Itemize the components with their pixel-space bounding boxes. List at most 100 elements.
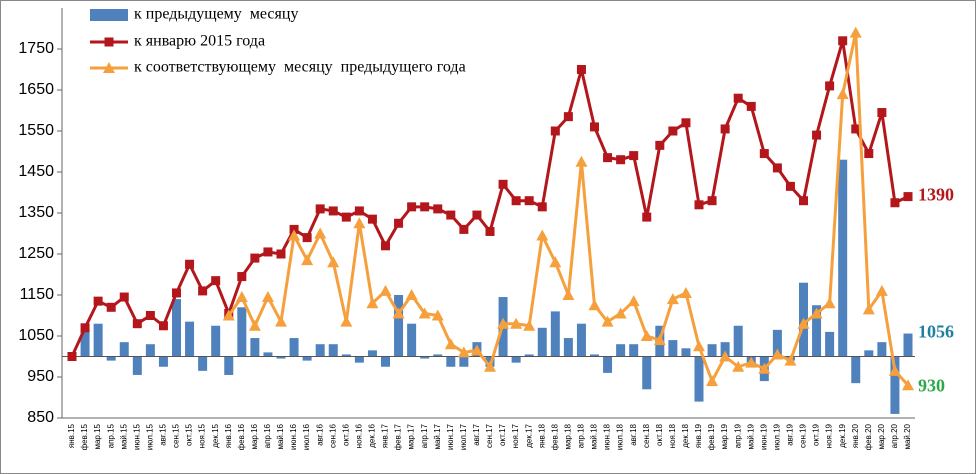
- marker: [888, 364, 901, 376]
- marker: [706, 375, 719, 387]
- marker: [211, 276, 221, 286]
- marker: [666, 293, 679, 305]
- marker: [341, 212, 351, 222]
- marker: [524, 196, 534, 206]
- marker: [875, 284, 888, 296]
- marker: [420, 202, 430, 212]
- x-tick-label: фев.16: [237, 423, 246, 450]
- x-tick-label: мар.15: [93, 423, 102, 449]
- marker: [485, 226, 495, 236]
- x-tick-label: дек.16: [368, 423, 377, 447]
- marker: [799, 196, 808, 206]
- bar: [158, 356, 168, 367]
- marker: [627, 295, 640, 307]
- marker: [549, 256, 562, 268]
- marker: [771, 348, 784, 360]
- marker: [732, 360, 745, 372]
- x-tick-label: авг.16: [315, 423, 324, 445]
- marker: [877, 108, 887, 118]
- marker: [132, 319, 142, 329]
- end-label: 1056: [918, 322, 954, 342]
- marker: [498, 179, 508, 189]
- x-tick-label: ноя.16: [354, 423, 363, 448]
- marker: [261, 291, 274, 303]
- bar: [198, 356, 208, 371]
- marker: [550, 126, 560, 136]
- bar: [459, 356, 469, 367]
- marker: [653, 334, 666, 346]
- x-tick-label: окт.19: [812, 423, 821, 445]
- marker: [864, 149, 874, 159]
- x-tick-label: май.20: [903, 423, 912, 449]
- x-tick-label: май.19: [746, 423, 755, 449]
- marker: [614, 307, 627, 319]
- marker: [185, 259, 195, 269]
- x-tick-label: мар.20: [877, 423, 886, 449]
- marker: [497, 317, 510, 329]
- x-tick-label: июн.18: [603, 423, 612, 450]
- marker: [470, 344, 483, 356]
- marker: [576, 65, 586, 74]
- marker: [93, 296, 103, 306]
- bar: [812, 305, 822, 357]
- marker: [394, 218, 404, 228]
- bar: [668, 340, 678, 357]
- x-tick-label: июл.15: [145, 423, 154, 450]
- bar: [132, 356, 142, 375]
- marker: [575, 155, 588, 167]
- marker: [431, 309, 444, 321]
- marker: [823, 297, 836, 309]
- x-tick-label: авг.17: [472, 423, 481, 445]
- marker: [457, 346, 470, 358]
- x-tick-label: мар.17: [407, 423, 416, 449]
- bar: [890, 356, 900, 414]
- marker: [392, 307, 405, 319]
- x-tick-label: янв.16: [224, 423, 233, 448]
- marker: [758, 362, 771, 374]
- marker: [759, 149, 769, 159]
- bar: [642, 356, 652, 390]
- x-tick-label: дек.19: [838, 423, 847, 447]
- marker: [250, 253, 260, 263]
- marker: [379, 284, 392, 296]
- marker: [119, 292, 129, 302]
- legend-marker: [103, 62, 115, 73]
- x-tick-label: янв.19: [694, 423, 703, 448]
- bar: [250, 338, 260, 357]
- x-tick-label: ноя.15: [198, 423, 207, 448]
- x-tick-label: апр.18: [577, 423, 586, 448]
- x-tick-label: июн.19: [759, 423, 768, 450]
- marker: [510, 317, 523, 329]
- marker: [301, 254, 314, 266]
- x-tick-label: июн.17: [446, 423, 455, 450]
- marker: [590, 122, 599, 132]
- legend-marker: [104, 37, 114, 47]
- bar: [276, 356, 286, 359]
- x-tick-label: июл.16: [302, 423, 311, 450]
- y-tick-label: 1450: [18, 163, 54, 180]
- x-tick-label: апр.15: [106, 423, 115, 448]
- x-tick-label: авг.19: [786, 423, 795, 445]
- end-label: 1390: [918, 185, 954, 205]
- bar: [825, 331, 835, 357]
- marker: [237, 272, 247, 282]
- marker: [276, 249, 286, 259]
- bar: [629, 344, 639, 357]
- x-tick-label: окт.16: [341, 423, 350, 445]
- bar: [772, 329, 782, 357]
- x-tick-label: мар.18: [563, 423, 572, 449]
- marker: [849, 26, 862, 38]
- marker: [890, 198, 900, 208]
- bar: [576, 323, 586, 357]
- bar: [524, 354, 534, 357]
- marker: [354, 206, 364, 216]
- x-tick-label: сен.16: [328, 423, 337, 448]
- marker: [588, 299, 601, 311]
- bar: [511, 356, 521, 363]
- y-tick-label: 850: [27, 409, 54, 426]
- marker: [433, 204, 443, 214]
- bar: [720, 342, 730, 357]
- marker: [668, 126, 678, 136]
